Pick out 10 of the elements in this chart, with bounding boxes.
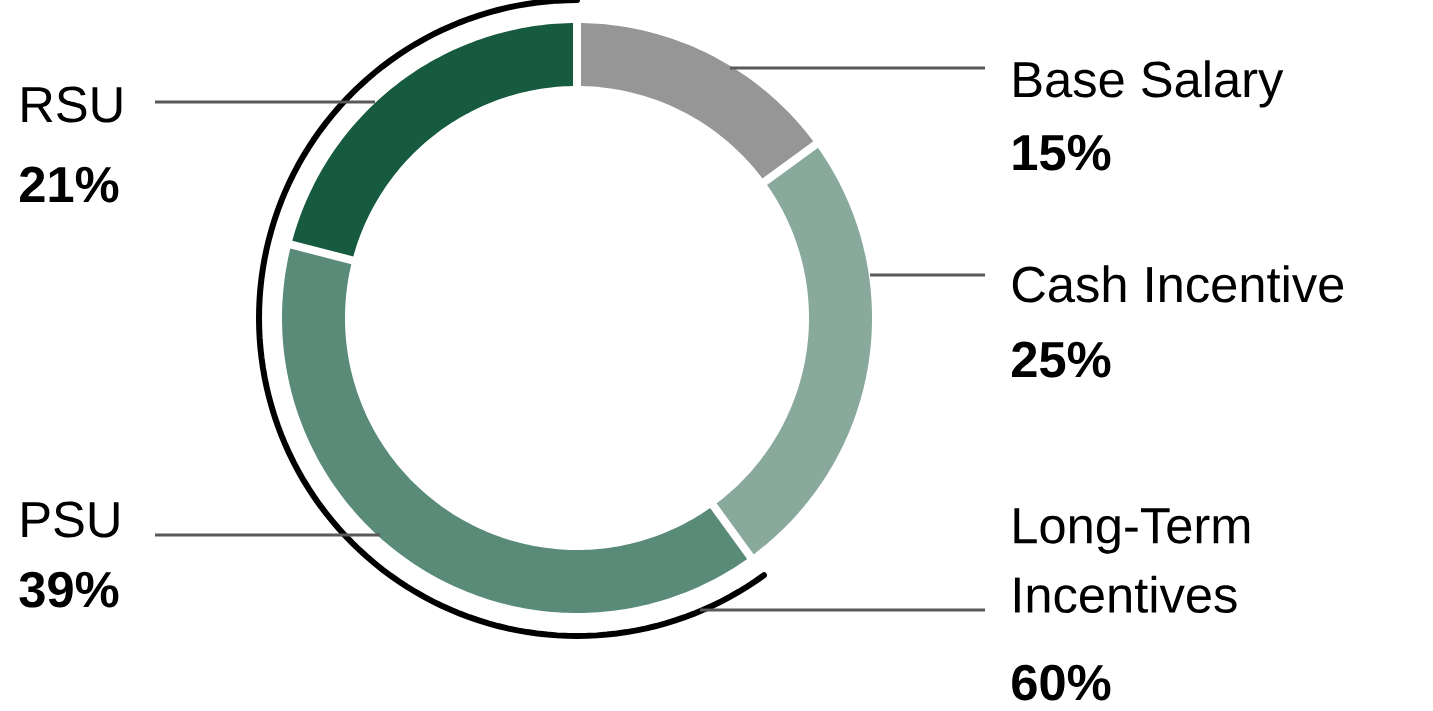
data-label: 15% — [1013, 134, 1111, 171]
slice-label: PSU — [22, 501, 119, 538]
slice-label: Cash Incentive — [1012, 265, 1344, 303]
text: Long-Term Incentives — [1014, 508, 1250, 613]
text: 60% — [1012, 664, 1111, 701]
data-label: 25% — [1012, 341, 1111, 378]
slice-label: Base Salary — [1014, 60, 1284, 108]
slice-label: RSU — [22, 86, 122, 123]
data-label: 39% — [19, 571, 119, 608]
data-label: 21% — [20, 166, 119, 203]
